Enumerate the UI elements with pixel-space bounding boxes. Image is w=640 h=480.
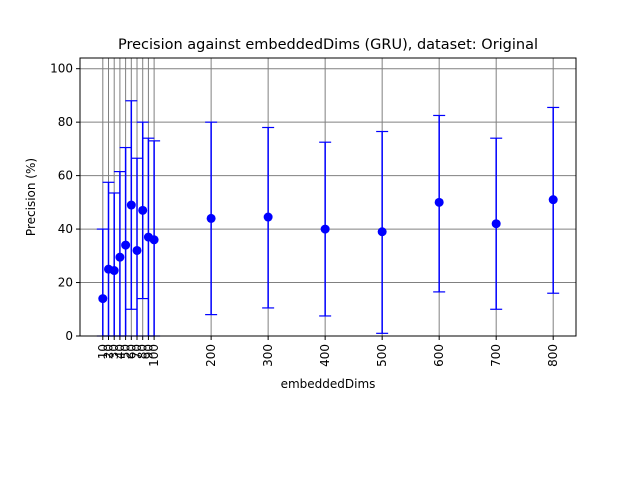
marker xyxy=(206,213,216,223)
marker xyxy=(109,266,119,276)
y-tick-label: 100 xyxy=(50,62,73,76)
data-point xyxy=(490,137,503,310)
x-tick-label: 50 xyxy=(119,344,133,359)
marker xyxy=(548,195,558,205)
data-point xyxy=(319,141,332,317)
data-point xyxy=(205,121,218,316)
y-tick-label: 40 xyxy=(58,222,73,236)
x-tick-label: 700 xyxy=(489,344,503,367)
marker xyxy=(98,294,108,304)
data-point xyxy=(262,126,275,309)
data-point xyxy=(96,228,109,337)
marker xyxy=(320,224,330,234)
x-tick-label: 10 xyxy=(96,344,110,359)
data-point xyxy=(547,106,560,294)
y-tick-label: 60 xyxy=(58,169,73,183)
marker xyxy=(138,205,148,215)
marker xyxy=(491,219,501,229)
data-point xyxy=(433,114,446,293)
y-tick-label: 0 xyxy=(65,329,73,343)
x-tick-label: 800 xyxy=(546,344,560,367)
x-tick-label: 60 xyxy=(124,344,138,359)
x-tick-label: 40 xyxy=(113,344,127,359)
marker xyxy=(263,212,273,222)
x-tick-label: 30 xyxy=(107,344,121,359)
plot-frame xyxy=(79,57,577,337)
y-axis-label: Precision (%) xyxy=(24,158,38,236)
data-point xyxy=(108,192,121,337)
x-tick-label: 400 xyxy=(318,344,332,367)
chart-title: Precision against embeddedDims (GRU), da… xyxy=(118,37,538,53)
x-axis-label: embeddedDims xyxy=(281,377,376,391)
marker xyxy=(121,240,131,250)
x-tick-label: 20 xyxy=(102,344,116,359)
marker xyxy=(115,252,125,262)
x-tick-label: 600 xyxy=(432,344,446,367)
data-point xyxy=(376,130,389,334)
x-tick-label: 100 xyxy=(147,344,161,367)
marker xyxy=(126,200,136,210)
marker xyxy=(149,235,159,245)
data-point xyxy=(148,140,161,337)
error-bar-series xyxy=(96,100,560,337)
marker xyxy=(434,197,444,207)
x-tick-label: 300 xyxy=(261,344,275,367)
x-tick-label: 70 xyxy=(130,344,144,359)
data-point xyxy=(113,171,126,337)
x-tick-label: 80 xyxy=(136,344,150,359)
y-tick-label: 20 xyxy=(58,276,73,290)
data-point xyxy=(125,100,138,310)
data-point xyxy=(102,181,115,337)
marker xyxy=(377,227,387,237)
x-tick-label: 90 xyxy=(141,344,155,359)
data-point xyxy=(136,121,149,300)
y-tick-label: 80 xyxy=(58,115,73,129)
marker xyxy=(132,245,142,255)
x-tick-label: 500 xyxy=(375,344,389,367)
x-tick-label: 200 xyxy=(204,344,218,367)
